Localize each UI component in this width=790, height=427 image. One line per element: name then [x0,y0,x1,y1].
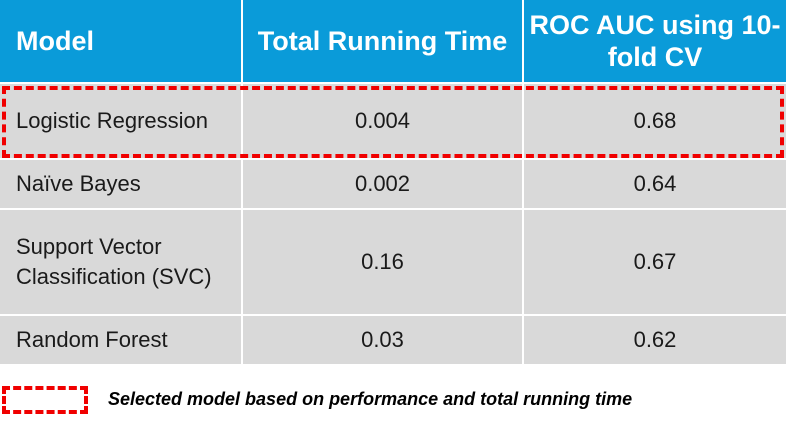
model-comparison-table: Model Total Running Time ROC AUC using 1… [0,0,786,366]
table-row: Logistic Regression 0.004 0.68 [0,84,786,160]
table-row: Random Forest 0.03 0.62 [0,316,786,366]
legend-dashed-box [2,386,88,414]
model-name-cell: Naïve Bayes [0,160,243,210]
roc-auc-cell: 0.68 [524,84,786,160]
legend-text: Selected model based on performance and … [108,389,633,409]
running-time-cell: 0.16 [243,210,524,316]
roc-auc-cell: 0.67 [524,210,786,316]
running-time-cell: 0.03 [243,316,524,366]
table-header-row: Model Total Running Time ROC AUC using 1… [0,0,786,84]
roc-auc-cell: 0.62 [524,316,786,366]
table-row: Naïve Bayes 0.002 0.64 [0,160,786,210]
table-row: Support Vector Classification (SVC) 0.16… [0,210,786,316]
running-time-cell: 0.004 [243,84,524,160]
model-name-cell: Support Vector Classification (SVC) [0,210,243,316]
roc-auc-cell: 0.64 [524,160,786,210]
header-total-running-time: Total Running Time [243,0,524,84]
header-model: Model [0,0,243,84]
header-roc-auc: ROC AUC using 10-fold CV [524,0,786,84]
model-name-cell: Random Forest [0,316,243,366]
model-name-cell: Logistic Regression [0,84,243,160]
running-time-cell: 0.002 [243,160,524,210]
